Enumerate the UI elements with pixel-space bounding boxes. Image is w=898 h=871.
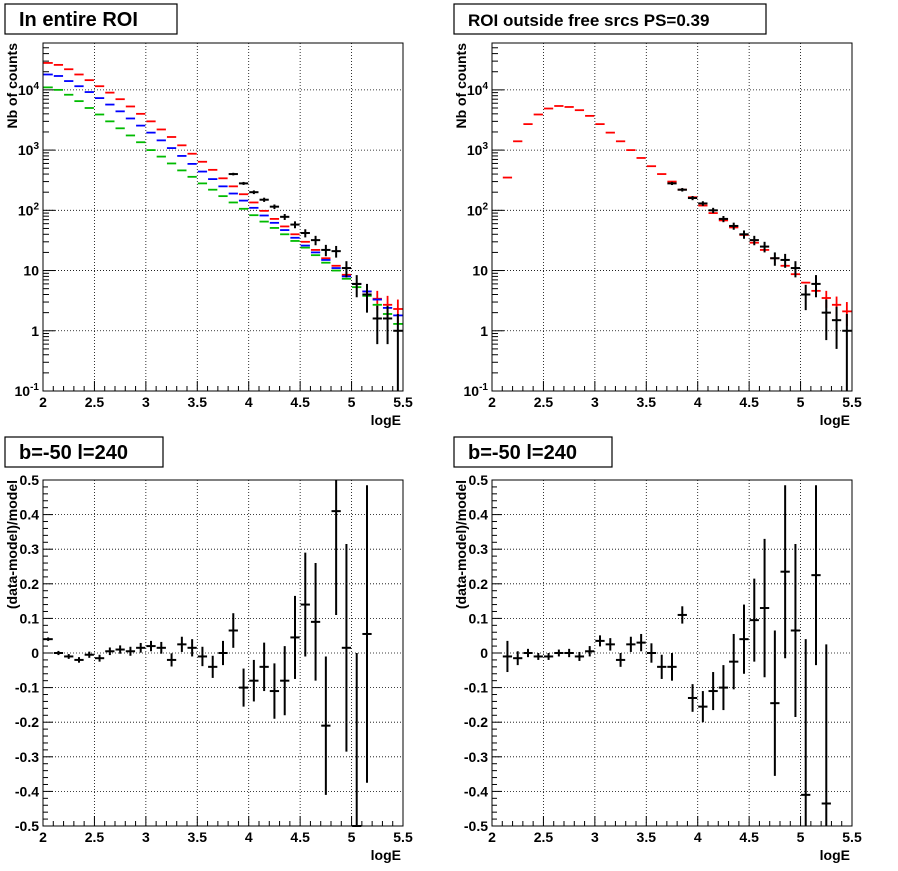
series-3 <box>43 86 403 325</box>
series-1 <box>43 480 372 827</box>
y-tick-label: -0.2 <box>464 714 488 730</box>
y-axis-label: Nb of counts <box>453 43 469 129</box>
x-tick-label: 5 <box>797 829 805 845</box>
y-axis-label: Nb of counts <box>4 43 20 129</box>
x-tick-label: 4.5 <box>739 829 759 845</box>
x-tick-label: 2 <box>39 829 47 845</box>
y-tick-label: 10-1 <box>15 382 40 399</box>
x-tick-label: 5 <box>348 394 356 410</box>
x-tick-label: 4 <box>694 394 702 410</box>
x-tick-label: 5.5 <box>842 394 862 410</box>
x-tick-label: 2.5 <box>534 394 554 410</box>
y-tick-label: 102 <box>467 201 489 218</box>
x-tick-label: 2.5 <box>85 829 105 845</box>
y-tick-label: -0.4 <box>15 783 39 799</box>
y-tick-label: -0.3 <box>15 749 39 765</box>
chart-title-box <box>4 436 164 468</box>
y-tick-label: 1 <box>480 323 488 339</box>
x-tick-label: 2.5 <box>85 394 105 410</box>
y-tick-label: -0.4 <box>464 783 488 799</box>
chart-title: b=-50 l=240 <box>19 442 128 464</box>
x-tick-label: 3.5 <box>188 394 208 410</box>
x-tick-label: 3 <box>591 829 599 845</box>
y-tick-label: -0.5 <box>15 818 39 834</box>
series-1 <box>502 105 852 327</box>
chart-title: b=-50 l=240 <box>468 442 577 464</box>
y-tick-label: 102 <box>18 201 40 218</box>
y-tick-label: 0.3 <box>20 541 40 557</box>
x-axis-label: logE <box>371 847 401 863</box>
y-tick-label: 0.4 <box>469 507 489 523</box>
y-tick-label: -0.1 <box>464 680 488 696</box>
x-tick-label: 2.5 <box>534 829 554 845</box>
chart-title: ROI outside free srcs PS=0.39 <box>468 11 709 30</box>
x-tick-label: 4.5 <box>739 394 759 410</box>
y-tick-label: 10-1 <box>464 382 489 399</box>
x-tick-label: 4 <box>694 829 702 845</box>
x-axis-label: logE <box>820 847 850 863</box>
series-4 <box>228 172 403 391</box>
x-tick-label: 5.5 <box>393 829 413 845</box>
y-tick-label: -0.1 <box>15 680 39 696</box>
y-tick-label: -0.5 <box>464 818 488 834</box>
chart-title-box <box>4 3 178 35</box>
y-axis-label: (data-model)/model <box>453 480 469 609</box>
x-tick-label: 5 <box>348 829 356 845</box>
y-tick-label: 0.3 <box>469 541 489 557</box>
y-tick-label: 103 <box>467 141 489 158</box>
y-tick-label: -0.3 <box>464 749 488 765</box>
y-tick-label: 104 <box>18 81 40 98</box>
chart-panel-3: b=-50 l=240 2 2.5 3 3.5 4 4.5 5 5.5 -0.5 -0.4 -0.3 -… <box>4 436 413 863</box>
plot-frame <box>42 42 404 392</box>
x-tick-label: 5.5 <box>393 394 413 410</box>
x-tick-label: 2 <box>488 394 496 410</box>
x-tick-label: 3 <box>142 394 150 410</box>
y-tick-label: 0.1 <box>469 610 489 626</box>
y-tick-label: 0.5 <box>469 472 489 488</box>
y-tick-label: 0.1 <box>20 610 40 626</box>
y-tick-label: 0.2 <box>20 576 40 592</box>
series-2 <box>43 73 403 317</box>
y-tick-label: 104 <box>467 81 489 98</box>
chart-panel-4: b=-50 l=240 2 2.5 3 3.5 4 4.5 5 5.5 -0.5 -0.4 -0.3 -… <box>453 436 862 863</box>
y-tick-label: 103 <box>18 141 40 158</box>
x-axis-label: logE <box>371 412 401 428</box>
x-axis-label: logE <box>820 412 850 428</box>
y-tick-label: 0.5 <box>20 472 40 488</box>
x-tick-label: 4.5 <box>290 829 310 845</box>
series-1 <box>502 485 831 826</box>
series-2 <box>667 181 852 391</box>
y-tick-label: -0.2 <box>15 714 39 730</box>
y-axis-label: (data-model)/model <box>4 480 20 609</box>
y-tick-label: 1 <box>31 323 39 339</box>
plot-frame <box>491 42 853 392</box>
chart-title: In entire ROI <box>19 9 138 31</box>
y-tick-label: 0 <box>480 645 488 661</box>
chart-title-box <box>453 3 767 35</box>
chart-title-box <box>453 436 613 468</box>
x-tick-label: 4.5 <box>290 394 310 410</box>
x-tick-label: 3.5 <box>637 394 657 410</box>
x-tick-label: 5 <box>797 394 805 410</box>
x-tick-label: 2 <box>488 829 496 845</box>
x-tick-label: 3.5 <box>188 829 208 845</box>
x-tick-label: 3.5 <box>637 829 657 845</box>
x-tick-label: 2 <box>39 394 47 410</box>
chart-panel-1: In entire ROI 2 2.5 3 3.5 4 4.5 5 5.5 10-1 1 10 102 1… <box>4 3 413 428</box>
y-tick-label: 0.2 <box>469 576 489 592</box>
y-tick-label: 0.4 <box>20 507 40 523</box>
x-tick-label: 5.5 <box>842 829 862 845</box>
y-tick-label: 10 <box>472 263 488 279</box>
x-tick-label: 4 <box>245 829 253 845</box>
x-tick-label: 3 <box>591 394 599 410</box>
x-tick-label: 3 <box>142 829 150 845</box>
y-tick-label: 10 <box>23 263 39 279</box>
series-1 <box>43 62 403 324</box>
y-tick-label: 0 <box>31 645 39 661</box>
x-tick-label: 4 <box>245 394 253 410</box>
chart-panel-2: ROI outside free srcs PS=0.39 2 2.5 3 3.5 4 4.… <box>453 3 862 428</box>
